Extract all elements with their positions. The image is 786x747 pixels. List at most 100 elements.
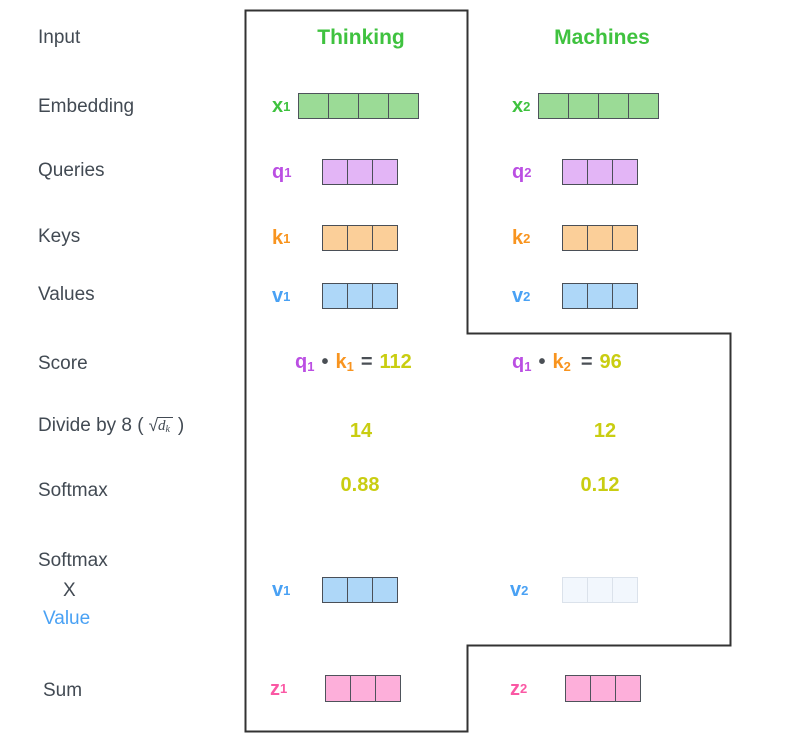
- vector-v1: [322, 283, 398, 309]
- vector-q1: [322, 159, 398, 185]
- vector-letter: k: [272, 227, 284, 249]
- vector-k2: [562, 225, 638, 251]
- vector-z1: [325, 675, 401, 702]
- term-letter: k: [335, 351, 347, 373]
- score2-k-term: k2: [552, 351, 570, 374]
- vector-cell: [588, 284, 613, 308]
- divide-value-2: 12: [593, 420, 617, 442]
- dot-operator: •: [538, 351, 546, 373]
- column-header-thinking: Thinking: [317, 26, 405, 49]
- label-score: Score: [38, 353, 88, 374]
- vector-cell: [563, 226, 588, 250]
- divide-suffix: ): [177, 415, 185, 436]
- radicand-letter: d: [157, 418, 166, 435]
- vector-cell: [563, 160, 588, 184]
- vector-v1-weighted: [322, 577, 398, 603]
- term-subscript: 1: [307, 359, 315, 374]
- dot-operator: •: [321, 351, 329, 373]
- label-softmax-x-value-line3: Value: [43, 608, 91, 629]
- vector-cell: [299, 94, 329, 118]
- label-embedding: Embedding: [38, 96, 135, 117]
- vector-cell: [373, 284, 397, 308]
- vector-q2: [562, 159, 638, 185]
- vector-cell: [348, 226, 373, 250]
- vector-cell: [616, 676, 640, 701]
- vector-letter: v: [510, 579, 522, 601]
- label-keys: Keys: [38, 226, 81, 247]
- sqrt-dk-math: √ dk: [149, 417, 173, 435]
- vector-cell: [588, 160, 613, 184]
- vector-letter: z: [270, 677, 280, 700]
- divide-value-1: 14: [349, 420, 373, 442]
- column-header-machines: Machines: [554, 26, 650, 49]
- softmax-value-2: 0.12: [580, 474, 620, 496]
- label-softmax-x-value-line2: X: [63, 580, 76, 601]
- label-queries: Queries: [38, 160, 105, 181]
- vector-cell: [613, 578, 637, 602]
- label-input: Input: [38, 27, 81, 48]
- equals-sign: =: [580, 351, 593, 373]
- score2-q-term: q1: [512, 351, 531, 374]
- vector-cell: [563, 284, 588, 308]
- vector-letter: k: [512, 227, 524, 249]
- divide-prefix: Divide by 8 (: [38, 415, 144, 436]
- vector-cell: [629, 94, 658, 118]
- radicand-dk: dk: [156, 417, 173, 436]
- vector-cell: [569, 94, 599, 118]
- vector-cell: [323, 226, 348, 250]
- radicand-subscript: k: [165, 424, 170, 436]
- score1-value: 112: [379, 351, 412, 373]
- vector-cell: [389, 94, 418, 118]
- vector-cell: [539, 94, 569, 118]
- term-letter: q: [512, 351, 525, 373]
- vector-v2: [562, 283, 638, 309]
- vector-cell: [348, 284, 373, 308]
- vector-cell: [599, 94, 629, 118]
- label-divide-by-8: Divide by 8 ( √ dk ): [38, 415, 184, 437]
- term-letter: k: [552, 351, 564, 373]
- vector-cell: [373, 226, 397, 250]
- vector-v2-weighted: [562, 577, 638, 603]
- vector-cell: [613, 160, 637, 184]
- score-expression-1: q1 • k1 = 112: [295, 351, 412, 374]
- vector-cell: [348, 160, 373, 184]
- vector-cell: [351, 676, 376, 701]
- vector-cell: [323, 160, 348, 184]
- vector-cell: [373, 578, 397, 602]
- vector-letter: v: [272, 285, 284, 307]
- vector-cell: [323, 578, 348, 602]
- vector-x1: [298, 93, 419, 119]
- vector-cell: [591, 676, 616, 701]
- vector-cell: [566, 676, 591, 701]
- vector-letter: x: [272, 95, 284, 117]
- vector-x2: [538, 93, 659, 119]
- vector-k1: [322, 225, 398, 251]
- vector-letter: x: [512, 95, 524, 117]
- softmax-value-1: 0.88: [340, 474, 380, 496]
- vector-cell: [613, 284, 637, 308]
- score-expression-2: q1 • k2 = 96: [512, 351, 622, 374]
- vector-cell: [373, 160, 397, 184]
- vector-cell: [588, 226, 613, 250]
- vector-cell: [588, 578, 613, 602]
- vector-cell: [359, 94, 389, 118]
- vector-cell: [326, 676, 351, 701]
- radical-sign: √: [148, 416, 158, 436]
- term-subscript: 1: [346, 359, 354, 374]
- vector-letter: z: [510, 677, 520, 700]
- vector-cell: [323, 284, 348, 308]
- label-values: Values: [38, 284, 95, 305]
- term-subscript: 2: [563, 359, 571, 374]
- vector-letter: v: [512, 285, 524, 307]
